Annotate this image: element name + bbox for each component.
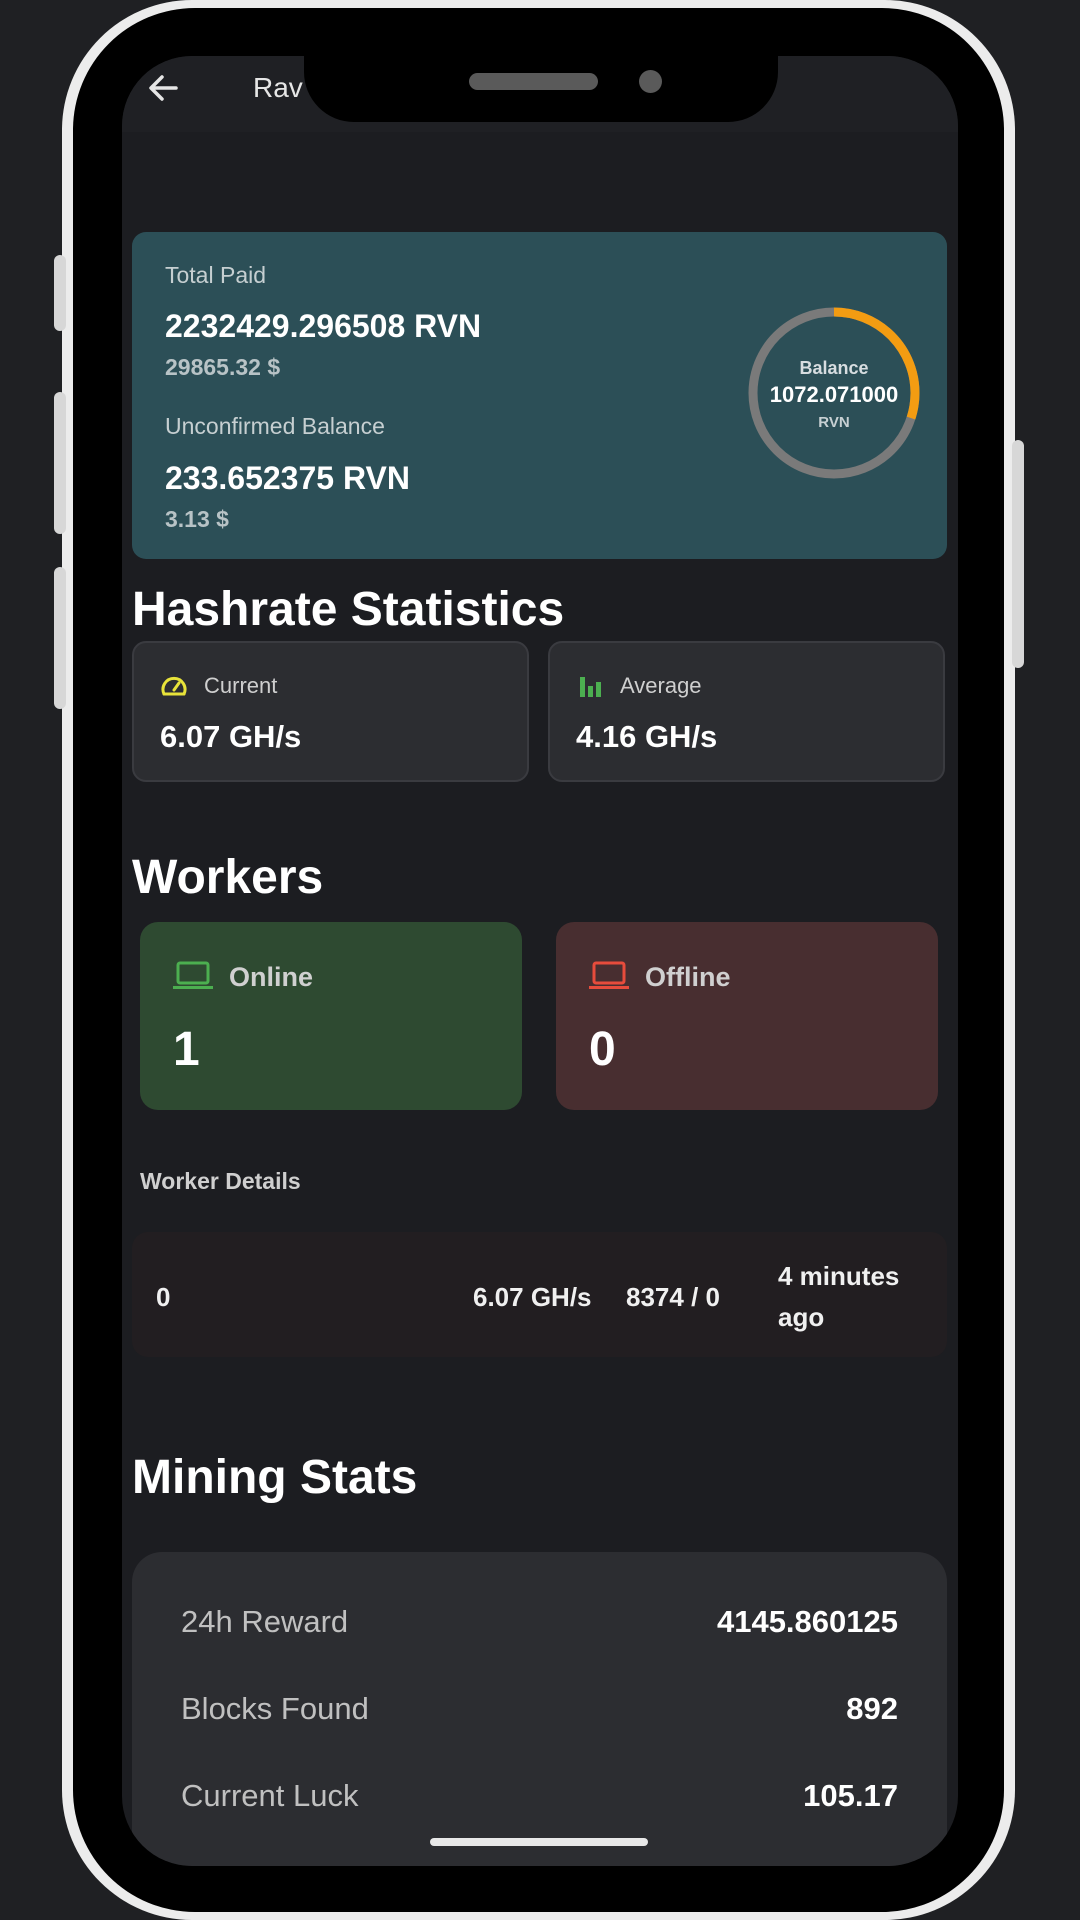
side-button	[54, 392, 66, 534]
total-paid-value: 2232429.296508 RVN	[165, 308, 482, 344]
stat-value-current-luck: 105.17	[803, 1778, 898, 1813]
side-button	[54, 255, 66, 331]
offline-workers-card[interactable]: Offline 0	[556, 922, 938, 1110]
worker-shares: 8374 / 0	[626, 1282, 720, 1312]
current-hashrate-value: 6.07 GH/s	[160, 719, 302, 754]
offline-count: 0	[589, 1023, 616, 1076]
ring-progress	[748, 307, 920, 479]
worker-hashrate: 6.07 GH/s	[473, 1282, 592, 1312]
app-screen: Rav Total Paid 2232429.296508 RVN 29865.…	[122, 56, 958, 1866]
mining-section-title: Mining Stats	[132, 1451, 418, 1504]
balance-unit: RVN	[818, 414, 850, 431]
average-hashrate-label: Average	[620, 673, 702, 698]
speedometer-icon	[161, 676, 187, 696]
worker-last-seen: 4 minutes	[778, 1261, 900, 1291]
page-title: Rav	[253, 72, 303, 103]
back-arrow-icon[interactable]	[142, 66, 186, 110]
front-camera	[639, 70, 662, 93]
stat-label-rejection-rate: Rejection Rate	[181, 1865, 384, 1866]
balance-label: Balance	[799, 358, 869, 378]
worker-name: 0	[156, 1282, 171, 1312]
total-paid-label: Total Paid	[165, 262, 267, 288]
mining-stats-card: 24h Reward 4145.860125 Blocks Found 892 …	[132, 1552, 947, 1866]
laptop-icon	[173, 961, 213, 989]
bar-chart-icon	[580, 677, 601, 697]
worker-last-seen-suffix: ago	[778, 1302, 825, 1332]
stat-label-24h-reward: 24h Reward	[181, 1604, 349, 1639]
laptop-icon	[589, 961, 629, 989]
unconfirmed-balance-usd: 3.13 $	[165, 506, 229, 532]
stat-label-current-luck: Current Luck	[181, 1778, 359, 1813]
online-workers-card[interactable]: Online 1	[140, 922, 522, 1110]
online-count: 1	[173, 1023, 200, 1076]
average-hashrate-card: Average 4.16 GH/s	[548, 641, 945, 782]
current-hashrate-card: Current 6.07 GH/s	[132, 641, 529, 782]
average-hashrate-value: 4.16 GH/s	[576, 719, 718, 754]
scroll-content[interactable]: Total Paid 2232429.296508 RVN 29865.32 $…	[122, 132, 958, 1866]
worker-details-title: Worker Details	[140, 1168, 301, 1194]
home-indicator[interactable]	[430, 1838, 648, 1846]
stat-value-rejection-rate: 0.65%	[810, 1865, 898, 1866]
stat-value-24h-reward: 4145.860125	[716, 1604, 898, 1639]
unconfirmed-balance-label: Unconfirmed Balance	[165, 413, 385, 439]
balance-ring-chart	[748, 307, 920, 479]
workers-section-title: Workers	[132, 851, 324, 904]
side-button	[54, 567, 66, 709]
current-hashrate-label: Current	[204, 673, 278, 698]
online-label: Online	[229, 962, 314, 992]
stat-value-blocks-found: 892	[846, 1691, 898, 1726]
stat-label-blocks-found: Blocks Found	[181, 1691, 369, 1726]
balance-value: 1072.071000	[769, 382, 899, 407]
offline-label: Offline	[645, 962, 731, 992]
unconfirmed-balance-value: 233.652375 RVN	[165, 460, 410, 496]
side-button	[1012, 440, 1024, 668]
hashrate-section-title: Hashrate Statistics	[132, 583, 565, 636]
total-paid-usd: 29865.32 $	[165, 354, 281, 380]
balance-summary-card: Total Paid 2232429.296508 RVN 29865.32 $…	[132, 232, 947, 559]
worker-row[interactable]: 0 6.07 GH/s 8374 / 0 4 minutes ago	[132, 1232, 947, 1357]
speaker-grille	[469, 73, 598, 90]
